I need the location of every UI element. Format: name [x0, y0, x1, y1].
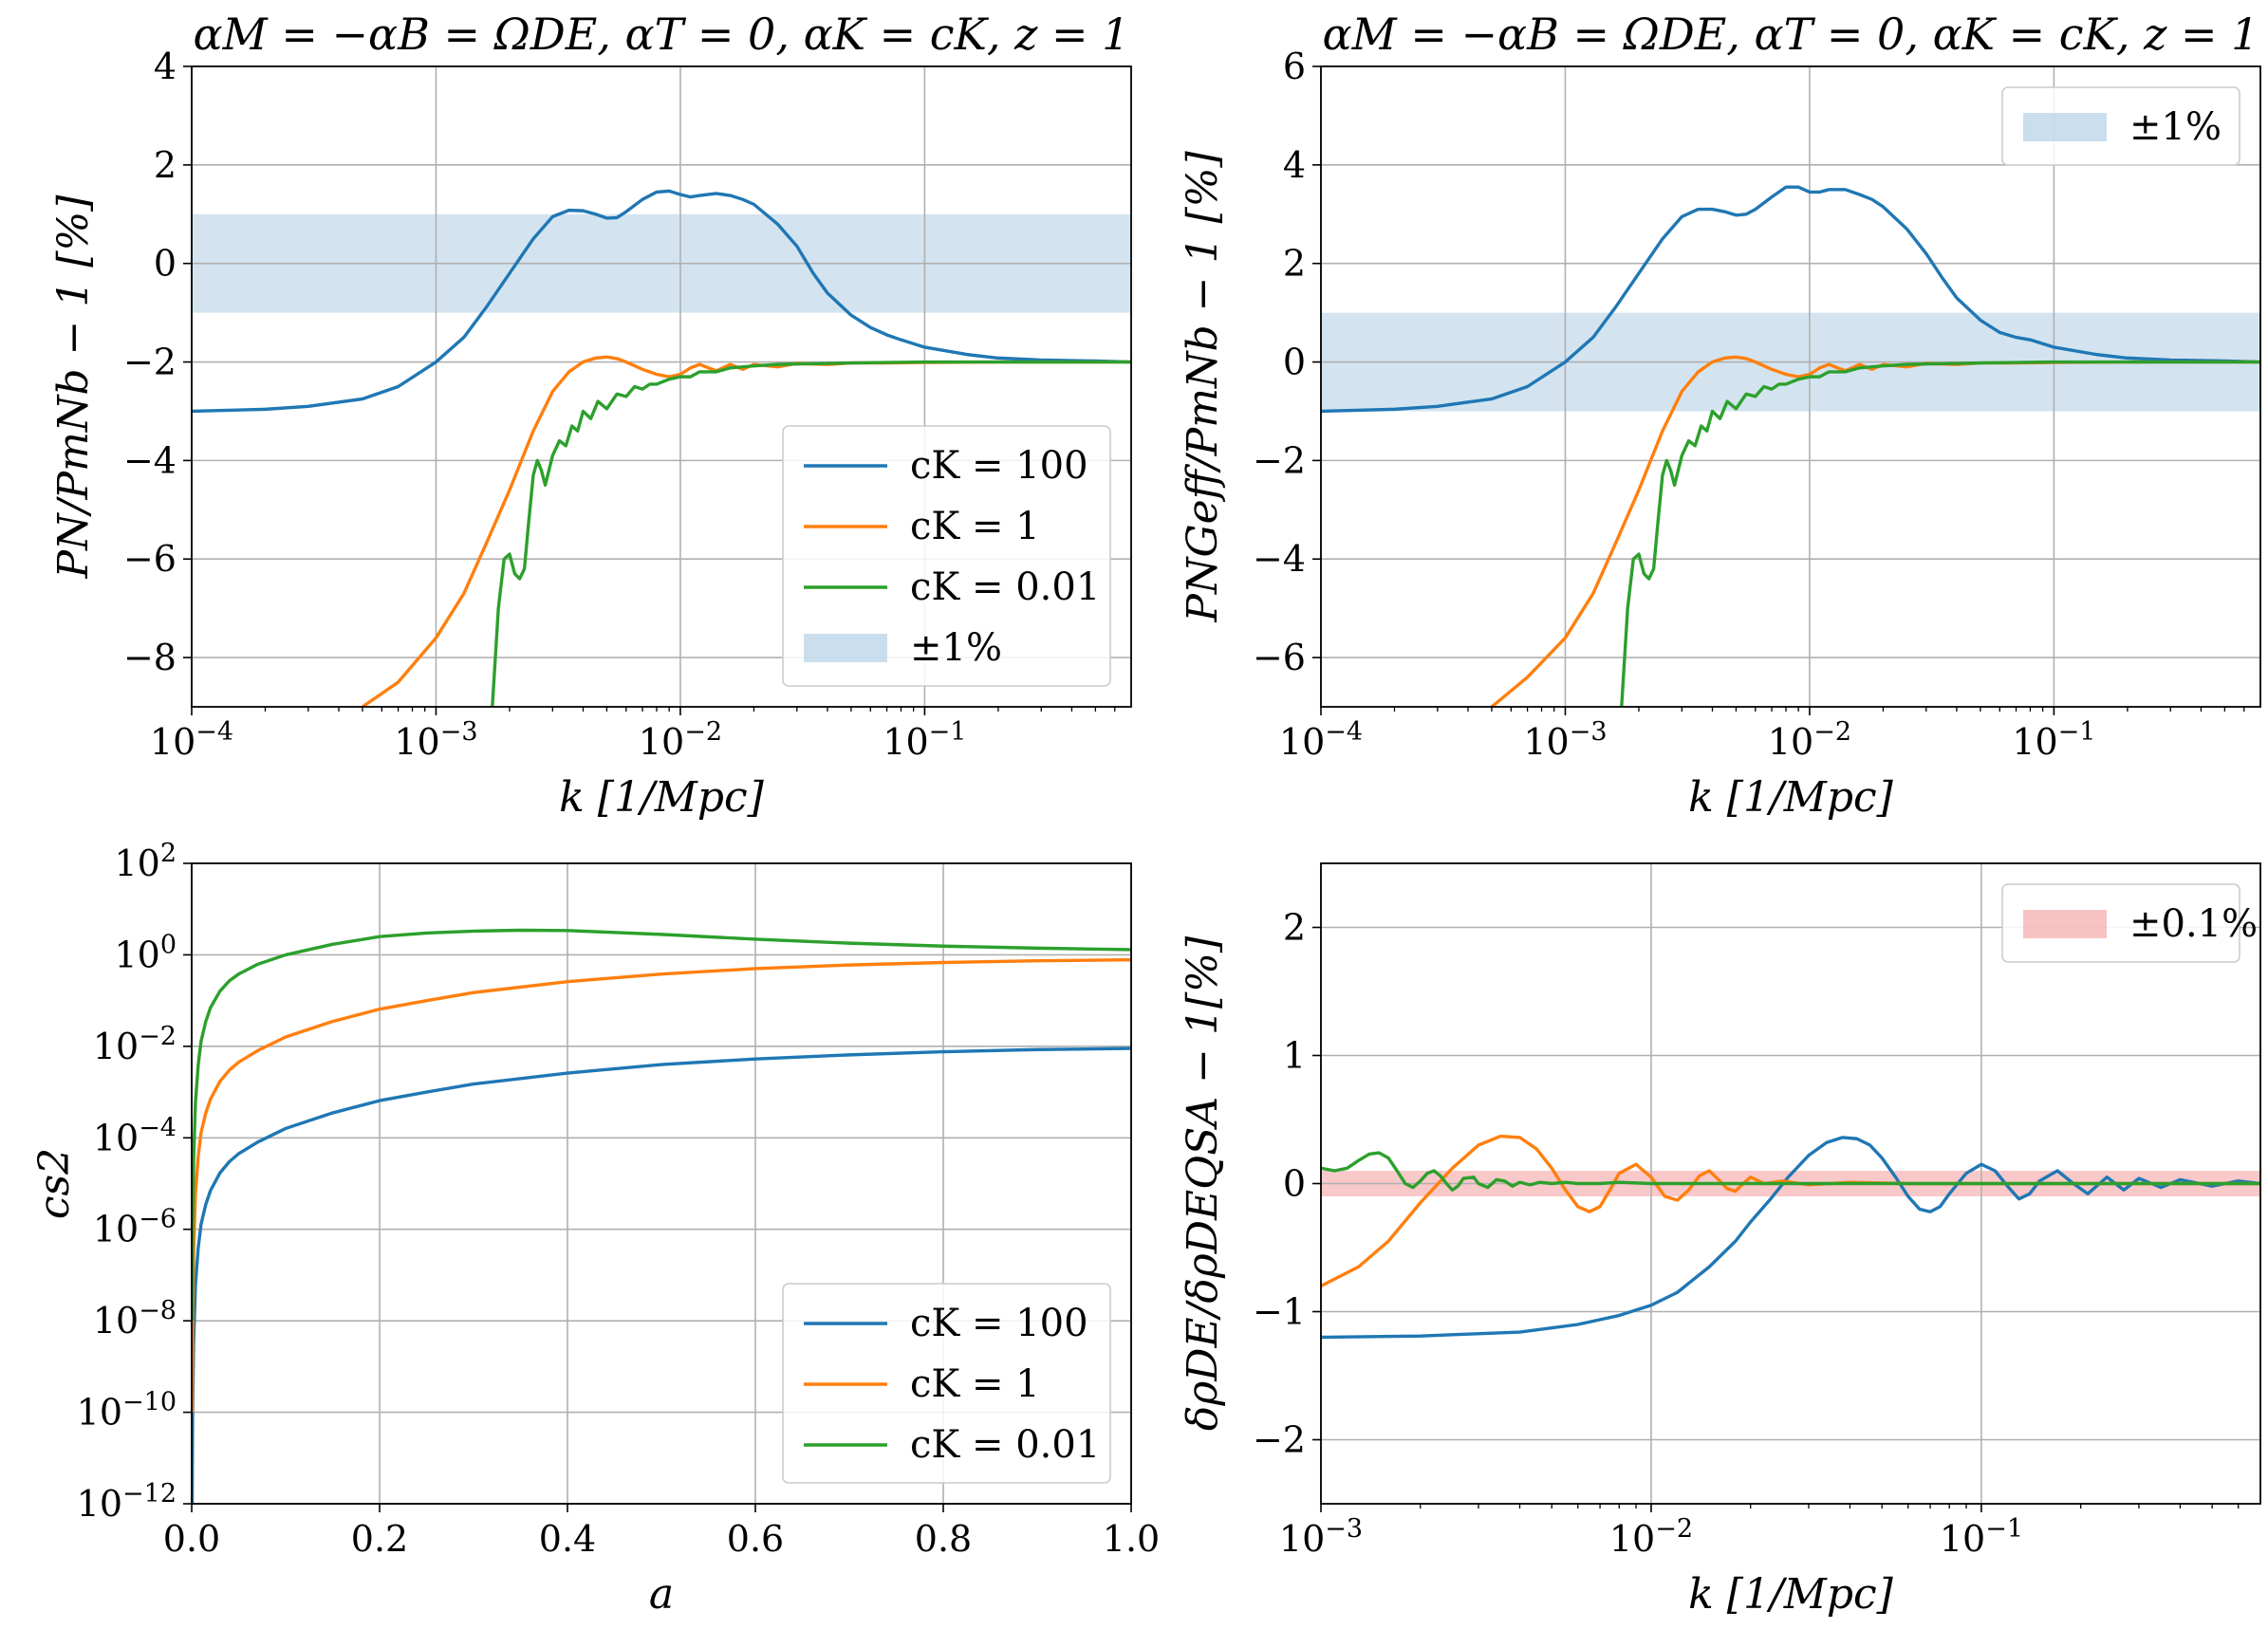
x-axis-label: k [1/Mpc]	[1688, 1570, 1893, 1619]
y-tick-label: 4	[154, 46, 177, 87]
x-tick-label: 10−3	[1523, 717, 1607, 764]
series-line-2	[1321, 1151, 2260, 1192]
y-tick-label: −6	[1253, 637, 1306, 678]
series-line-1	[192, 957, 1131, 1413]
panel-title: αM = −αB = ΩDE, αT = 0, αK = cK, z = 1	[194, 9, 1130, 60]
series-line-1	[1321, 1134, 2260, 1288]
x-tick-label: 10−4	[1279, 717, 1363, 764]
y-tick-label: 2	[1283, 243, 1306, 285]
series-line-0	[1321, 185, 2260, 414]
y-tick-label: 100	[114, 930, 177, 976]
legend: ±1%	[2001, 86, 2240, 166]
y-tick-label: 0	[1283, 342, 1306, 383]
x-tick-label: 10−2	[1609, 1514, 1693, 1561]
y-tick-label: 6	[1283, 46, 1306, 87]
legend: cK = 100 cK = 1 cK = 0.01	[782, 1283, 1111, 1484]
y-axis-label: PNGeff/PmNb − 1 [%]	[1179, 151, 1227, 623]
y-tick-label: 10−2	[93, 1021, 177, 1067]
y-tick-label: −4	[1253, 538, 1306, 580]
series-line-0	[1321, 1136, 2260, 1340]
legend-swatch-band	[804, 634, 887, 662]
x-axis-label: k [1/Mpc]	[559, 773, 764, 822]
y-axis-label: cs2	[30, 1148, 79, 1219]
plot-frame	[191, 65, 1132, 708]
x-tick-label: 0.0	[163, 1518, 220, 1560]
series-line-2	[1620, 360, 2260, 707]
x-tick-label: 10−1	[2012, 717, 2095, 764]
legend: cK = 100 cK = 1 cK = 0.01 ±1%	[782, 425, 1111, 687]
legend-label: cK = 100	[910, 1302, 1088, 1345]
legend-frame	[782, 1283, 1111, 1484]
x-tick-label: 10−4	[150, 717, 233, 764]
y-tick-label: 10−12	[77, 1479, 177, 1526]
x-tick-label: 10−3	[394, 717, 477, 764]
legend-label: cK = 1	[910, 1362, 1040, 1406]
panel-top-left: 10−4 10−3 10−2 10−1 −8 −6 −4 −2 0 2 4 αM = −αB = ΩD…	[49, 9, 1132, 822]
y-tick-label: −2	[1253, 1419, 1306, 1461]
y-tick-label: 10−6	[93, 1204, 177, 1250]
legend-label: ±0.1%	[2129, 902, 2258, 946]
y-tick-label: 10−8	[93, 1296, 177, 1342]
y-tick-label: −4	[123, 439, 177, 481]
x-tick-label: 10−2	[639, 717, 722, 764]
y-tick-label: −2	[123, 342, 177, 383]
y-tick-label: 2	[1283, 907, 1306, 949]
legend-label: ±1%	[2129, 105, 2222, 149]
y-tick-label: 10−10	[77, 1387, 177, 1434]
y-axis-label: PN/PmNb − 1 [%]	[49, 194, 98, 580]
x-tick-label: 0.6	[727, 1518, 784, 1560]
legend-label: cK = 100	[910, 444, 1088, 488]
legend-label: cK = 0.01	[910, 565, 1100, 609]
x-tick-label: 10−1	[883, 717, 966, 764]
y-tick-label: −2	[1253, 439, 1306, 481]
legend-frame	[2001, 883, 2240, 963]
y-tick-label: 0	[1283, 1163, 1306, 1205]
y-tick-label: −8	[123, 637, 177, 678]
series-line-0	[192, 189, 1131, 414]
x-tick-label: 10−3	[1279, 1514, 1363, 1561]
x-tick-label: 0.8	[915, 1518, 972, 1560]
series-line-2	[491, 360, 1131, 707]
legend-label: cK = 0.01	[910, 1423, 1100, 1467]
panel-bottom-right: 10−3 10−2 10−1 −2 −1 0 1 2 k [1/Mpc] δρDE/δρDEQSA…	[1179, 862, 2261, 1619]
legend-swatch-band	[2023, 910, 2107, 938]
legend-frame	[782, 425, 1111, 687]
panel-bottom-left: 0.0 0.2 0.4 0.6 0.8 1.0 10−12 10−10 10−8 10−6 10−4…	[30, 839, 1160, 1620]
y-tick-label: −1	[1253, 1291, 1306, 1333]
series-line-0	[192, 1046, 1131, 1504]
x-tick-label: 1.0	[1103, 1518, 1160, 1560]
x-axis-label: k [1/Mpc]	[1688, 773, 1893, 822]
legend: ±0.1%	[2001, 883, 2258, 963]
x-axis-label: a	[649, 1570, 674, 1619]
legend-label: cK = 1	[910, 505, 1040, 548]
series-line-2	[192, 928, 1131, 1322]
x-tick-label: 0.4	[539, 1518, 596, 1560]
legend-frame	[2001, 86, 2240, 166]
x-tick-label: 10−1	[1940, 1514, 2023, 1561]
y-tick-label: 10−4	[93, 1113, 177, 1159]
y-tick-label: 2	[154, 144, 177, 186]
plot-frame	[1320, 65, 2261, 708]
y-tick-label: −6	[123, 538, 177, 580]
legend-swatch-band	[2023, 113, 2107, 141]
legend-label: ±1%	[910, 626, 1002, 670]
y-tick-label: 4	[1283, 144, 1306, 186]
x-tick-label: 0.2	[351, 1518, 408, 1560]
y-tick-label: 102	[114, 839, 177, 885]
panel-top-right: 10−4 10−3 10−2 10−1 −6 −4 −2 0 2 4 6 αM = −αB = ΩDE…	[1179, 9, 2261, 822]
y-tick-label: 1	[1283, 1035, 1306, 1077]
y-tick-label: 0	[154, 243, 177, 285]
panel-title: αM = −αB = ΩDE, αT = 0, αK = cK, z = 1	[1323, 9, 2259, 60]
plot-frame	[191, 862, 1132, 1505]
y-axis-label: δρDE/δρDEQSA − 1[%]	[1179, 935, 1227, 1431]
x-tick-label: 10−2	[1768, 717, 1851, 764]
